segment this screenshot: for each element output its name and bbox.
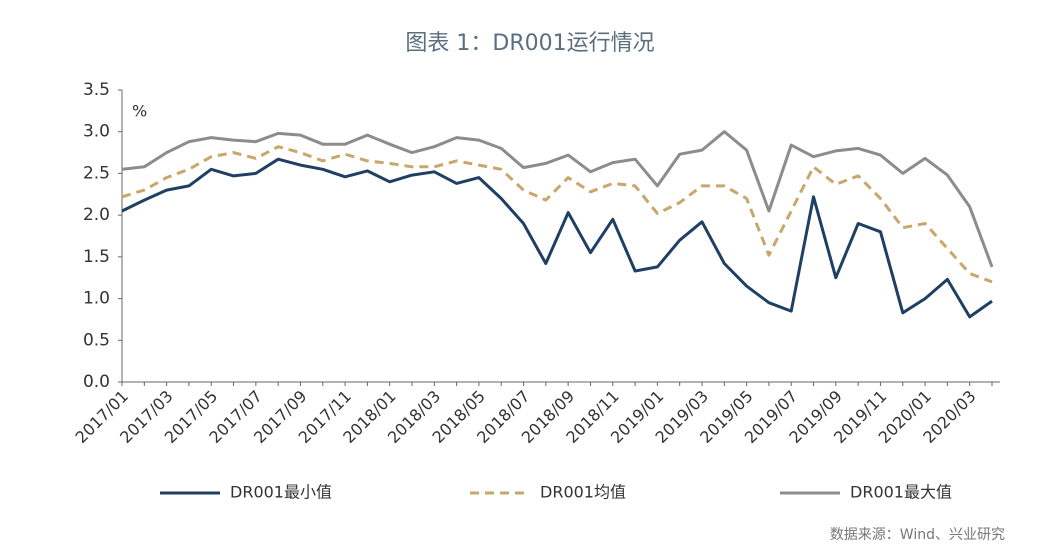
y-tick-label: 1.5 [83, 247, 110, 267]
y-tick-label: 3.5 [83, 80, 110, 100]
series-line [121, 145, 993, 284]
y-tick-label: 2.0 [83, 205, 110, 225]
legend-label: DR001最大值 [850, 483, 952, 502]
y-tick-label: 0.5 [83, 330, 110, 350]
legend-label: DR001最小值 [230, 483, 332, 502]
legend-label: DR001均值 [540, 483, 626, 502]
series-line [121, 157, 993, 319]
chart-title: 图表 1：DR001运行情况 [405, 31, 654, 56]
source-note: 数据来源：Wind、兴业研究 [830, 527, 1005, 543]
y-tick-label: 1.0 [83, 289, 110, 309]
y-tick-label: 2.5 [83, 163, 110, 183]
y-unit: % [132, 102, 147, 121]
y-tick-label: 3.0 [83, 122, 110, 142]
series-line [121, 130, 994, 268]
y-tick-label: 0.0 [83, 372, 110, 392]
